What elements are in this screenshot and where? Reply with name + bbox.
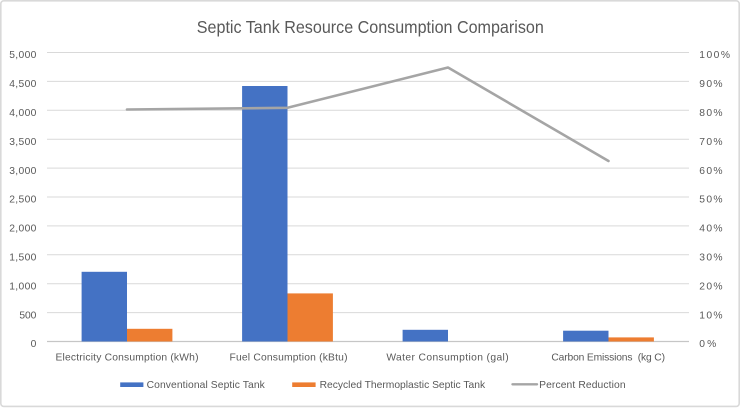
- svg-text:1,000: 1,000: [9, 281, 36, 292]
- svg-text:10%: 10%: [699, 310, 722, 321]
- svg-text:500: 500: [19, 310, 36, 321]
- svg-text:80%: 80%: [699, 108, 722, 119]
- svg-text:Fuel Consumption (kBtu): Fuel Consumption (kBtu): [230, 352, 348, 363]
- svg-text:50%: 50%: [699, 195, 722, 206]
- svg-text:3,500: 3,500: [9, 137, 36, 148]
- svg-text:Conventional Septic Tank: Conventional Septic Tank: [147, 380, 266, 391]
- svg-text:20%: 20%: [699, 281, 722, 292]
- svg-text:0: 0: [31, 339, 37, 350]
- svg-text:Recycled Thermoplastic Septic: Recycled Thermoplastic Septic Tank: [320, 380, 486, 391]
- svg-text:Carbon Emissions (kg C): Carbon Emissions (kg C): [551, 352, 665, 363]
- svg-text:2,500: 2,500: [9, 195, 36, 206]
- svg-text:1,500: 1,500: [9, 253, 36, 264]
- svg-text:0%: 0%: [699, 339, 716, 350]
- svg-text:Percent Reduction: Percent Reduction: [539, 380, 626, 391]
- svg-text:Water Consumption (gal): Water Consumption (gal): [386, 352, 508, 363]
- svg-text:3,000: 3,000: [9, 166, 36, 177]
- svg-text:70%: 70%: [699, 137, 722, 148]
- svg-text:Septic Tank Resource Consumpti: Septic Tank Resource Consumption Compari…: [197, 17, 544, 37]
- svg-text:30%: 30%: [699, 253, 722, 264]
- svg-text:2,000: 2,000: [9, 224, 36, 235]
- svg-text:100%: 100%: [699, 50, 730, 61]
- svg-text:40%: 40%: [699, 224, 722, 235]
- svg-text:4,000: 4,000: [9, 108, 36, 119]
- svg-text:60%: 60%: [699, 166, 722, 177]
- svg-text:Electricity Consumption (kWh): Electricity Consumption (kWh): [56, 352, 199, 363]
- svg-text:4,500: 4,500: [9, 79, 36, 90]
- svg-text:5,000: 5,000: [9, 50, 36, 61]
- svg-text:90%: 90%: [699, 79, 722, 90]
